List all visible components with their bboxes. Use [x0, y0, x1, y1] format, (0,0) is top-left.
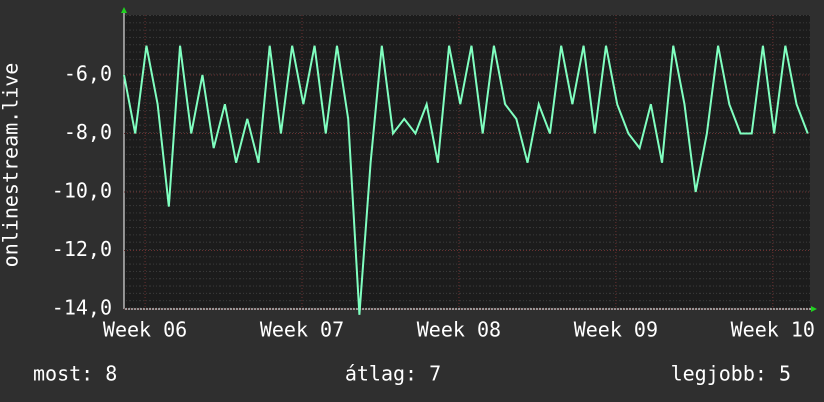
x-arrow — [811, 306, 817, 312]
y-tick-label: -14,0 — [52, 296, 112, 320]
y-tick-label: -10,0 — [52, 178, 112, 202]
minor-grid — [124, 15, 810, 309]
x-tick-label: Week 10 — [731, 318, 815, 342]
footer-best: legjobb: 5 — [671, 362, 791, 386]
y-arrow — [121, 7, 127, 13]
y-tick-label: -8,0 — [64, 120, 112, 144]
x-tick-label: Week 09 — [574, 318, 658, 342]
footer-current: most: 8 — [33, 362, 117, 386]
y-axis-title: onlinestream.live — [0, 63, 23, 268]
footer-average: átlag: 7 — [345, 362, 441, 386]
x-tick-label: Week 08 — [417, 318, 501, 342]
x-tick-label: Week 06 — [103, 318, 187, 342]
x-tick-label: Week 07 — [260, 318, 344, 342]
y-tick-label: -6,0 — [64, 61, 112, 85]
series-line — [123, 45, 809, 315]
y-tick-label: -12,0 — [52, 237, 112, 261]
